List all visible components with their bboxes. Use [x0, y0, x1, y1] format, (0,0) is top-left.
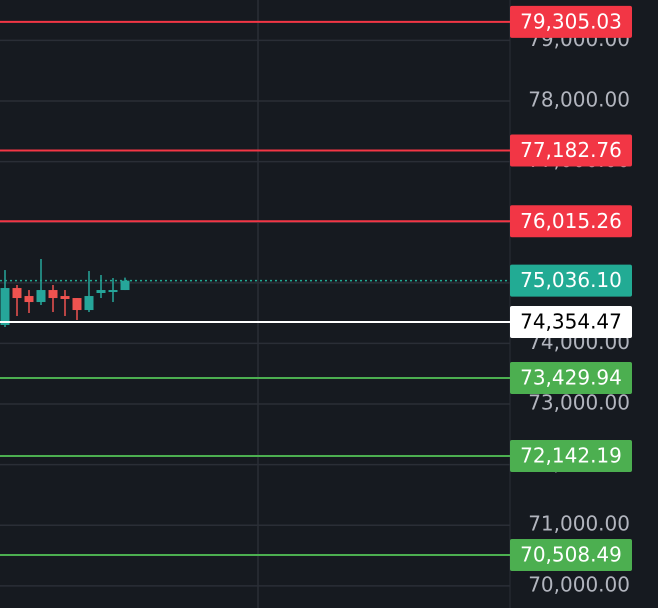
price-badge-label: 77,182.76: [520, 138, 622, 162]
price-badge-label: 75,036.10: [520, 268, 622, 292]
candle-body: [60, 296, 70, 300]
price-badge: [510, 361, 632, 394]
price-badge: [510, 5, 632, 38]
price-badge: [510, 134, 632, 167]
price-badge: [510, 440, 632, 473]
price-badge-label: 70,508.49: [520, 543, 622, 567]
candle-body: [48, 290, 58, 299]
candle-body: [108, 290, 118, 293]
price-badge-label: 73,429.94: [520, 365, 622, 389]
candle-body: [72, 298, 82, 311]
price-badge: [510, 539, 632, 572]
y-tick-label: 78,000.00: [528, 88, 630, 112]
price-badge-label: 79,305.03: [520, 9, 622, 33]
candle-body: [120, 280, 130, 291]
price-badge: [510, 205, 632, 238]
candle-body: [0, 288, 10, 325]
y-tick-label: 73,000.00: [528, 391, 630, 415]
y-tick-label: 70,000.00: [528, 572, 630, 596]
price-badge-label: 76,015.26: [520, 209, 622, 233]
price-badge: [510, 305, 632, 338]
candle-body: [96, 290, 106, 294]
price-badge: [510, 264, 632, 297]
candle-body: [12, 288, 22, 299]
candle-body: [36, 290, 46, 303]
candle-body: [24, 296, 34, 303]
y-tick-label: 71,000.00: [528, 512, 630, 536]
candle-body: [84, 296, 94, 311]
price-badge-label: 74,354.47: [520, 309, 622, 333]
price-badge-label: 72,142.19: [520, 444, 622, 468]
